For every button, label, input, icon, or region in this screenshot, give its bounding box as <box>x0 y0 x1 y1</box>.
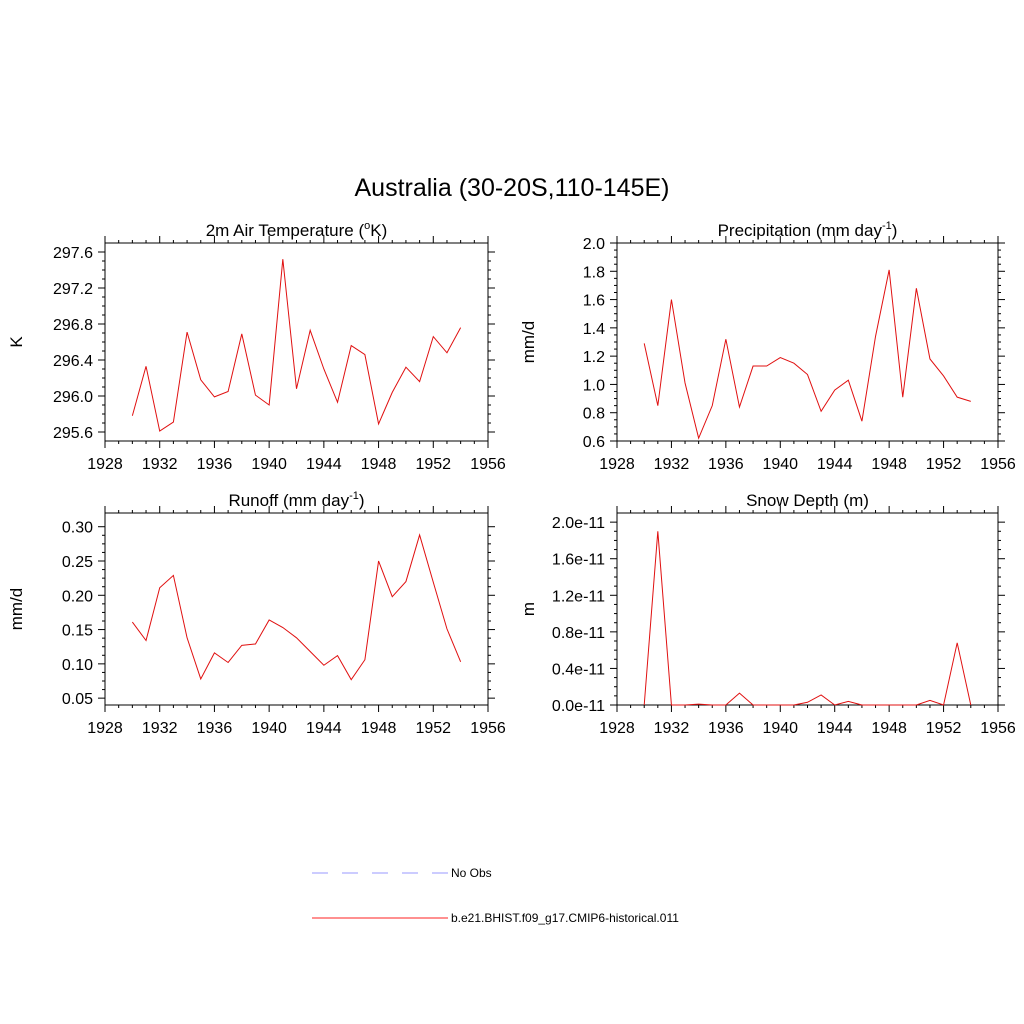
y-tick-label: 0.25 <box>62 554 93 571</box>
panel-title-end: ) <box>892 221 898 240</box>
y-tick-label: 297.2 <box>53 281 93 298</box>
x-tick-label: 1956 <box>980 720 1016 737</box>
plot-frame <box>616 512 999 706</box>
x-tick-label: 1928 <box>87 720 123 737</box>
panel-title-superscript: -1 <box>349 490 359 502</box>
x-tick-label: 1932 <box>654 720 690 737</box>
panel-air-temperature: 2m Air Temperature (oK) K 1928 1932 1936 1940… <box>7 220 506 473</box>
x-tick-label: 1948 <box>361 720 397 737</box>
y-tick-label: 296.4 <box>53 353 93 370</box>
series-line <box>643 269 971 440</box>
x-tick-label: 1928 <box>599 456 635 473</box>
x-tick-label: 1936 <box>197 720 233 737</box>
series-line <box>643 531 972 706</box>
y-tick-label: 1.6 <box>583 293 605 310</box>
y-tick-label: 0.8 <box>583 406 605 423</box>
panel-title: Precipitation (mm day-1) <box>718 220 898 240</box>
y-tick-label: 1.2e-11 <box>552 588 605 605</box>
x-tick-label: 1944 <box>817 456 853 473</box>
panel-title-main: 2m Air Temperature ( <box>206 221 365 240</box>
series-line <box>131 533 462 681</box>
x-tick-label: 1956 <box>470 720 506 737</box>
panel-title-superscript: -1 <box>882 220 892 232</box>
y-tick-label: 1.6e-11 <box>552 552 605 569</box>
legend: No Obs b.e21.BHIST.f09_g17.CMIP6-histori… <box>312 866 679 925</box>
y-tick-label: 1.8 <box>583 264 605 281</box>
x-tick-label: 1952 <box>926 456 962 473</box>
panel-title-main: Runoff (mm day <box>228 491 349 510</box>
panel-snow-depth: Snow Depth (m) m 1928 1932 1936 1940 1944 1948 1… <box>519 491 1016 737</box>
x-tick-label: 1944 <box>306 456 342 473</box>
x-tick-label: 1932 <box>142 456 178 473</box>
x-tick-label: 1936 <box>708 720 744 737</box>
x-tick-label: 1940 <box>251 720 287 737</box>
plot-frame <box>104 512 489 706</box>
figure-title: Australia (30-20S,110-145E) <box>355 174 670 202</box>
y-axis-label: mm/d <box>519 321 538 364</box>
panel-runoff: Runoff (mm day-1) mm/d 1928 1932 1936 1940 194… <box>7 490 506 737</box>
y-tick-label: 2.0 <box>583 236 605 253</box>
panel-precipitation: Precipitation (mm day-1) mm/d 1928 1932 1936… <box>519 220 1016 473</box>
y-tick-label: 0.6 <box>583 434 605 451</box>
y-tick-label: 1.0 <box>583 377 605 394</box>
y-tick-label: 295.6 <box>53 425 93 442</box>
x-tick-label: 1936 <box>708 456 744 473</box>
x-tick-label: 1944 <box>817 720 853 737</box>
x-tick-label: 1936 <box>197 456 233 473</box>
x-tick-label: 1932 <box>142 720 178 737</box>
y-tick-label: 0.0e-11 <box>552 698 605 715</box>
y-axis-label: m <box>519 602 538 616</box>
y-tick-label: 1.2 <box>583 349 605 366</box>
x-tick-label: 1948 <box>871 456 907 473</box>
y-tick-label: 0.10 <box>62 657 93 674</box>
panel-title-superscript: o <box>364 220 370 232</box>
x-tick-label: 1948 <box>361 456 397 473</box>
x-tick-label: 1952 <box>415 456 451 473</box>
y-tick-label: 0.05 <box>62 691 93 708</box>
legend-model-label: b.e21.BHIST.f09_g17.CMIP6-historical.011 <box>451 911 679 925</box>
panel-title: Runoff (mm day-1) <box>228 490 364 510</box>
plot-frame <box>104 242 489 442</box>
legend-no-obs-label: No Obs <box>451 866 492 880</box>
y-tick-label: 296.0 <box>53 389 93 406</box>
y-tick-label: 297.6 <box>53 245 93 262</box>
y-tick-label: 0.20 <box>62 588 93 605</box>
y-tick-label: 0.4e-11 <box>552 661 605 678</box>
panel-title-main: Precipitation (mm day <box>718 221 883 240</box>
panel-title-end: ) <box>359 491 365 510</box>
y-tick-label: 2.0e-11 <box>552 515 605 532</box>
y-tick-label: 0.8e-11 <box>552 625 605 642</box>
y-axis-label: K <box>7 336 26 348</box>
x-tick-label: 1928 <box>87 456 123 473</box>
x-tick-label: 1952 <box>415 720 451 737</box>
panel-title-main: Snow Depth (m) <box>746 491 869 510</box>
x-tick-label: 1956 <box>980 456 1016 473</box>
y-tick-label: 296.8 <box>53 317 93 334</box>
series-line <box>131 259 462 432</box>
x-tick-label: 1944 <box>306 720 342 737</box>
x-tick-label: 1932 <box>654 456 690 473</box>
y-tick-label: 0.30 <box>62 520 93 537</box>
panel-title: Snow Depth (m) <box>746 491 869 510</box>
x-tick-label: 1940 <box>762 720 798 737</box>
y-axis-label: mm/d <box>7 588 26 631</box>
plot-frame <box>616 242 999 442</box>
x-tick-label: 1948 <box>871 720 907 737</box>
panel-title-end: K) <box>370 221 387 240</box>
panel-title: 2m Air Temperature (oK) <box>206 220 388 240</box>
y-tick-label: 1.4 <box>583 321 605 338</box>
x-tick-label: 1940 <box>251 456 287 473</box>
x-tick-label: 1952 <box>926 720 962 737</box>
y-tick-label: 0.15 <box>62 623 93 640</box>
x-tick-label: 1928 <box>599 720 635 737</box>
x-tick-label: 1956 <box>470 456 506 473</box>
x-tick-label: 1940 <box>762 456 798 473</box>
